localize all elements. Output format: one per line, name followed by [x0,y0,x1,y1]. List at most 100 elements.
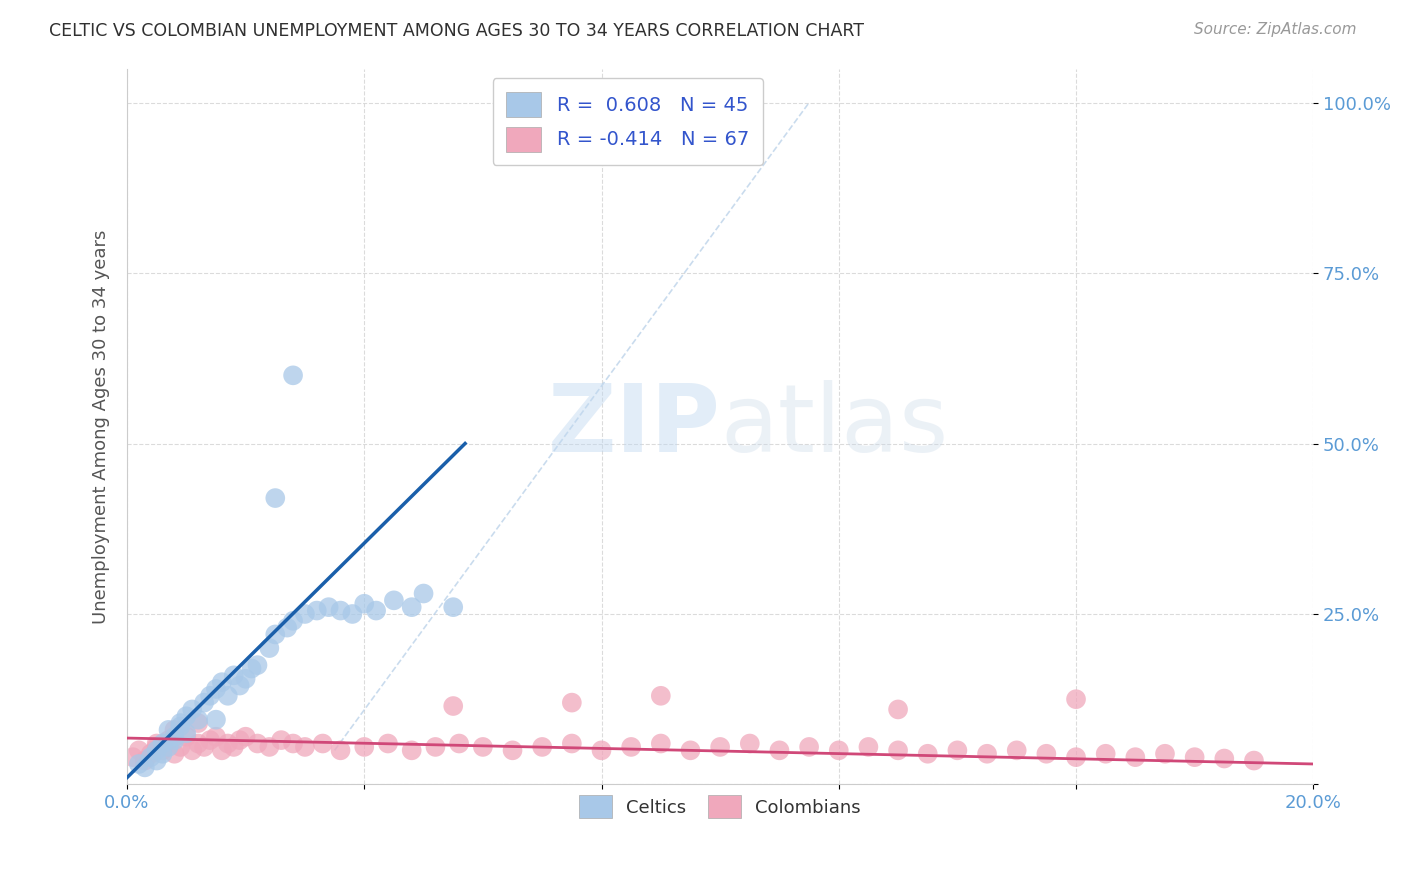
Point [211,675,233,690]
Point [152,747,174,761]
Y-axis label: Unemployment Among Ages 30 to 34 years: Unemployment Among Ages 30 to 34 years [93,229,110,624]
Point [329,603,352,617]
Point [235,730,257,744]
Point [240,661,263,675]
Point [217,689,239,703]
Point [1094,747,1116,761]
Point [281,368,304,383]
Text: Source: ZipAtlas.com: Source: ZipAtlas.com [1194,22,1357,37]
Point [797,739,820,754]
Point [169,716,191,731]
Point [650,737,672,751]
Point [187,716,209,731]
Point [401,600,423,615]
Point [176,709,198,723]
Point [887,743,910,757]
Point [1184,750,1206,764]
Point [169,719,191,733]
Point [187,737,209,751]
Point [1064,692,1087,706]
Point [318,600,340,615]
Point [1123,750,1146,764]
Point [441,600,464,615]
Point [425,739,447,754]
Point [294,739,316,754]
Point [917,747,939,761]
Point [591,743,613,757]
Point [139,750,162,764]
Point [205,713,228,727]
Point [246,658,269,673]
Point [176,730,198,744]
Point [471,739,494,754]
Point [181,702,204,716]
Point [561,696,583,710]
Point [366,603,388,617]
Point [259,641,281,656]
Point [887,702,910,716]
Text: CELTIC VS COLOMBIAN UNEMPLOYMENT AMONG AGES 30 TO 34 YEARS CORRELATION CHART: CELTIC VS COLOMBIAN UNEMPLOYMENT AMONG A… [49,22,865,40]
Point [441,699,464,714]
Point [157,723,180,737]
Point [281,737,304,751]
Point [353,597,375,611]
Point [353,739,375,754]
Point [157,739,180,754]
Point [205,730,228,744]
Point [1035,747,1057,761]
Point [342,607,364,621]
Point [181,743,204,757]
Point [449,737,471,751]
Point [152,743,174,757]
Point [187,713,209,727]
Point [259,739,281,754]
Point [235,672,257,686]
Point [228,679,250,693]
Point [620,739,643,754]
Point [382,593,405,607]
Point [198,689,221,703]
Point [193,739,215,754]
Point [217,737,239,751]
Point [679,743,702,757]
Point [128,743,150,757]
Point [650,689,672,703]
Point [176,726,198,740]
Point [561,737,583,751]
Point [134,754,156,768]
Point [145,737,167,751]
Point [163,733,186,747]
Point [531,739,554,754]
Point [305,603,328,617]
Point [246,737,269,751]
Point [768,743,790,757]
Point [193,696,215,710]
Point [163,723,186,737]
Point [169,739,191,754]
Point [264,627,287,641]
Point [222,668,245,682]
Point [163,747,186,761]
Point [294,607,316,621]
Point [709,739,731,754]
Point [312,737,335,751]
Point [976,747,998,761]
Text: atlas: atlas [720,381,949,473]
Point [152,737,174,751]
Point [145,739,167,754]
Point [157,733,180,747]
Point [1064,750,1087,764]
Point [401,743,423,757]
Point [412,586,434,600]
Point [145,743,167,757]
Legend: Celtics, Colombians: Celtics, Colombians [572,788,868,825]
Point [198,733,221,747]
Point [738,737,761,751]
Point [134,760,156,774]
Point [281,614,304,628]
Point [1243,754,1265,768]
Point [163,730,186,744]
Point [377,737,399,751]
Point [139,747,162,761]
Point [946,743,969,757]
